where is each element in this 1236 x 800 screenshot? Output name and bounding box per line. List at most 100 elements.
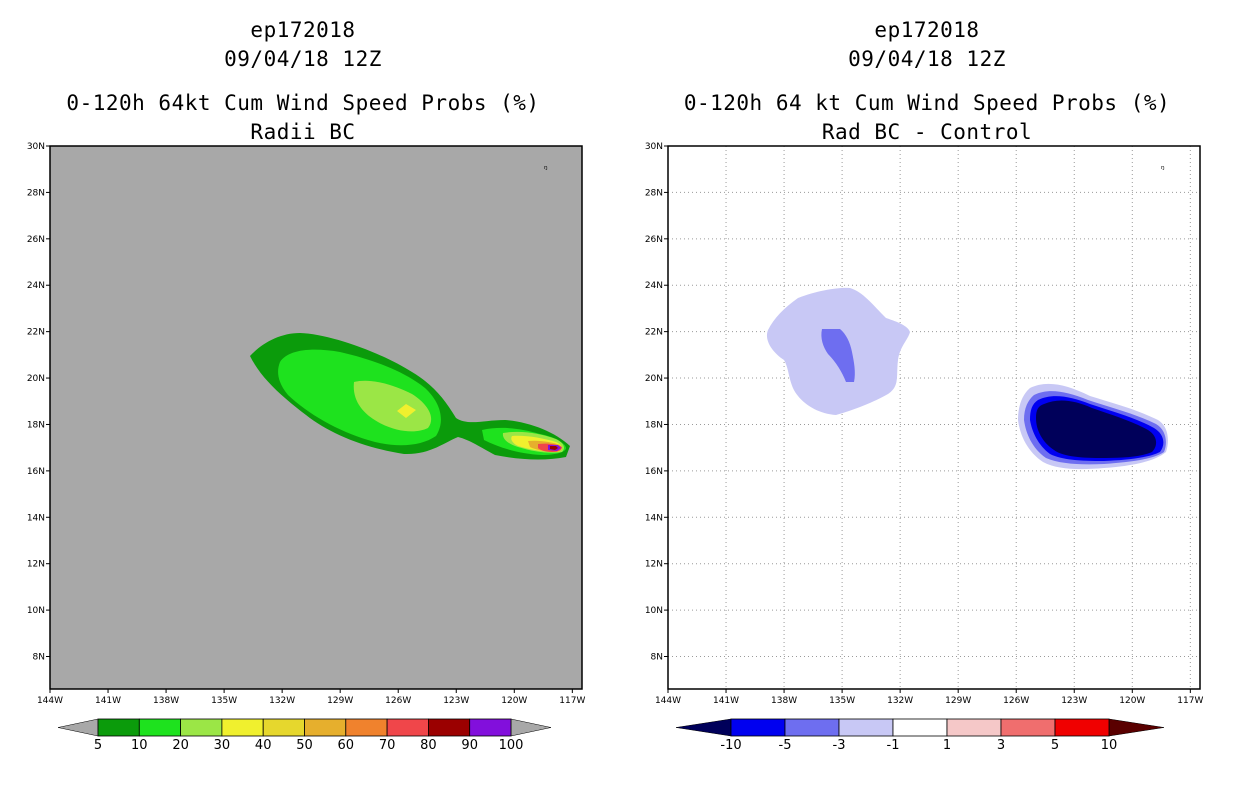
left-lat-label: 12N [27, 560, 45, 570]
right-colorbar-box [1000, 718, 1056, 737]
right-product-title: 0-120h 64 kt Cum Wind Speed Probs (%) [683, 91, 1171, 115]
right-colorbar-box [946, 718, 1002, 737]
right-colorbar-label: -1 [887, 738, 900, 753]
left-colorbar-label: 40 [255, 738, 272, 753]
right-colorbar-arrow-low [675, 718, 732, 737]
right-map-area: ᵑ [667, 145, 1201, 690]
left-colorbar-box [180, 718, 223, 737]
left-lat-label: 18N [27, 420, 45, 430]
left-colorbar: 5 10 20 30 40 50 60 70 80 90 100 [57, 718, 552, 753]
left-colorbar-label: 50 [296, 738, 313, 753]
right-lon-label: 129W [945, 696, 971, 706]
left-contour-30pct [397, 404, 416, 418]
right-colorbar-label: -10 [720, 738, 741, 753]
right-lat-label: 18N [645, 420, 663, 430]
left-island-marker: ᵑ [544, 165, 548, 175]
left-colorbar-box [469, 718, 512, 737]
right-contour-minus3 [821, 329, 855, 382]
right-map-panel: ep172018 09/04/18 12Z 0-120h 64 kt Cum W… [618, 0, 1236, 800]
left-lat-label: 10N [27, 606, 45, 616]
left-lat-label: 30N [27, 142, 45, 152]
right-map-figure: ᵑ 30N 28N 26N 24N 22N 20N 18N 16N 14N 12N 10N 8N 144… [645, 142, 1204, 753]
left-product-title: 0-120h 64kt Cum Wind Speed Probs (%) [66, 91, 540, 115]
left-colorbar-box [221, 718, 264, 737]
left-lat-label: 28N [27, 188, 45, 198]
left-lat-label: 8N [33, 653, 45, 663]
right-lat-label: 14N [645, 513, 663, 523]
left-probability-contours [250, 333, 570, 460]
right-gridlines [668, 145, 1200, 689]
left-colorbar-arrow-low [57, 718, 99, 737]
right-lon-label: 117W [1177, 696, 1203, 706]
right-lon-label: 141W [713, 696, 739, 706]
right-colorbar-box [784, 718, 840, 737]
right-subtitle: Rad BC - Control [821, 120, 1033, 144]
left-colorbar-label: 20 [172, 738, 189, 753]
right-storm-id: ep172018 [874, 18, 980, 42]
left-map-frame [49, 145, 583, 690]
left-colorbar-arrow-high [510, 718, 552, 737]
right-lat-label: 22N [645, 328, 663, 338]
right-lon-label: 120W [1119, 696, 1145, 706]
right-colorbar-box [1054, 718, 1110, 737]
right-colorbar: -10 -5 -3 -1 1 3 5 10 [675, 718, 1165, 753]
right-lat-label: 30N [645, 142, 663, 152]
right-island-marker: ᵑ [1161, 165, 1165, 175]
left-colorbar-label: 100 [499, 738, 524, 753]
left-colorbar-box [138, 718, 182, 737]
left-lon-label: 123W [443, 696, 469, 706]
right-lat-label: 24N [645, 281, 663, 291]
left-colorbar-label: 60 [338, 738, 355, 753]
left-map-panel: ep172018 09/04/18 12Z 0-120h 64kt Cum Wi… [27, 18, 586, 753]
left-lat-label: 22N [27, 328, 45, 338]
left-axis-labels: 30N 28N 26N 24N 22N 20N 18N 16N 14N 12N 10N 8N 144W 1… [27, 142, 586, 706]
left-lon-label: 129W [327, 696, 353, 706]
right-lon-label: 123W [1061, 696, 1087, 706]
right-lon-label: 144W [655, 696, 681, 706]
left-colorbar-label: 30 [214, 738, 231, 753]
left-tail-80pct [550, 446, 558, 450]
right-colorbar-label: -5 [779, 738, 792, 753]
left-subtitle: Radii BC [250, 120, 356, 144]
right-lat-label: 20N [645, 374, 663, 384]
right-lat-label: 28N [645, 188, 663, 198]
right-lon-label: 132W [887, 696, 913, 706]
left-lat-label: 24N [27, 281, 45, 291]
right-lat-label: 12N [645, 560, 663, 570]
right-difference-contours [766, 287, 1168, 470]
right-lat-label: 16N [645, 467, 663, 477]
left-map-figure: ᵑ 30N 28N 26N 24N 22N 20N 18N 16N 14N 12N 10N 8N 144… [27, 142, 586, 753]
left-lon-label: 126W [385, 696, 411, 706]
right-lon-label: 135W [829, 696, 855, 706]
right-colorbar-label: -3 [833, 738, 846, 753]
left-lat-label: 14N [27, 513, 45, 523]
right-lat-label: 8N [651, 653, 663, 663]
left-colorbar-box [345, 718, 388, 737]
left-colorbar-label: 90 [461, 738, 478, 753]
left-colorbar-label: 70 [379, 738, 396, 753]
left-colorbar-label: 5 [94, 738, 102, 753]
right-colorbar-label: 3 [997, 738, 1005, 753]
right-date-time: 09/04/18 12Z [848, 47, 1006, 71]
right-lon-label: 138W [771, 696, 797, 706]
left-lon-label: 144W [37, 696, 63, 706]
left-colorbar-box [386, 718, 429, 737]
left-contour-20pct [353, 380, 432, 432]
left-lon-label: 141W [95, 696, 121, 706]
left-date-time: 09/04/18 12Z [224, 47, 382, 71]
right-lat-label: 10N [645, 606, 663, 616]
left-lon-label: 117W [559, 696, 585, 706]
right-contour-minus10-east [1036, 400, 1157, 458]
right-lon-label: 126W [1003, 696, 1029, 706]
left-lat-label: 26N [27, 235, 45, 245]
right-colorbar-arrow-high [1108, 718, 1165, 737]
right-colorbar-box [838, 718, 894, 737]
right-colorbar-label: 10 [1101, 738, 1118, 753]
left-map-area: ᵑ [49, 145, 583, 690]
left-lon-label: 132W [269, 696, 295, 706]
left-colorbar-label: 80 [420, 738, 437, 753]
left-lon-label: 138W [153, 696, 179, 706]
right-lat-label: 26N [645, 235, 663, 245]
left-lat-label: 20N [27, 374, 45, 384]
left-lon-label: 135W [211, 696, 237, 706]
